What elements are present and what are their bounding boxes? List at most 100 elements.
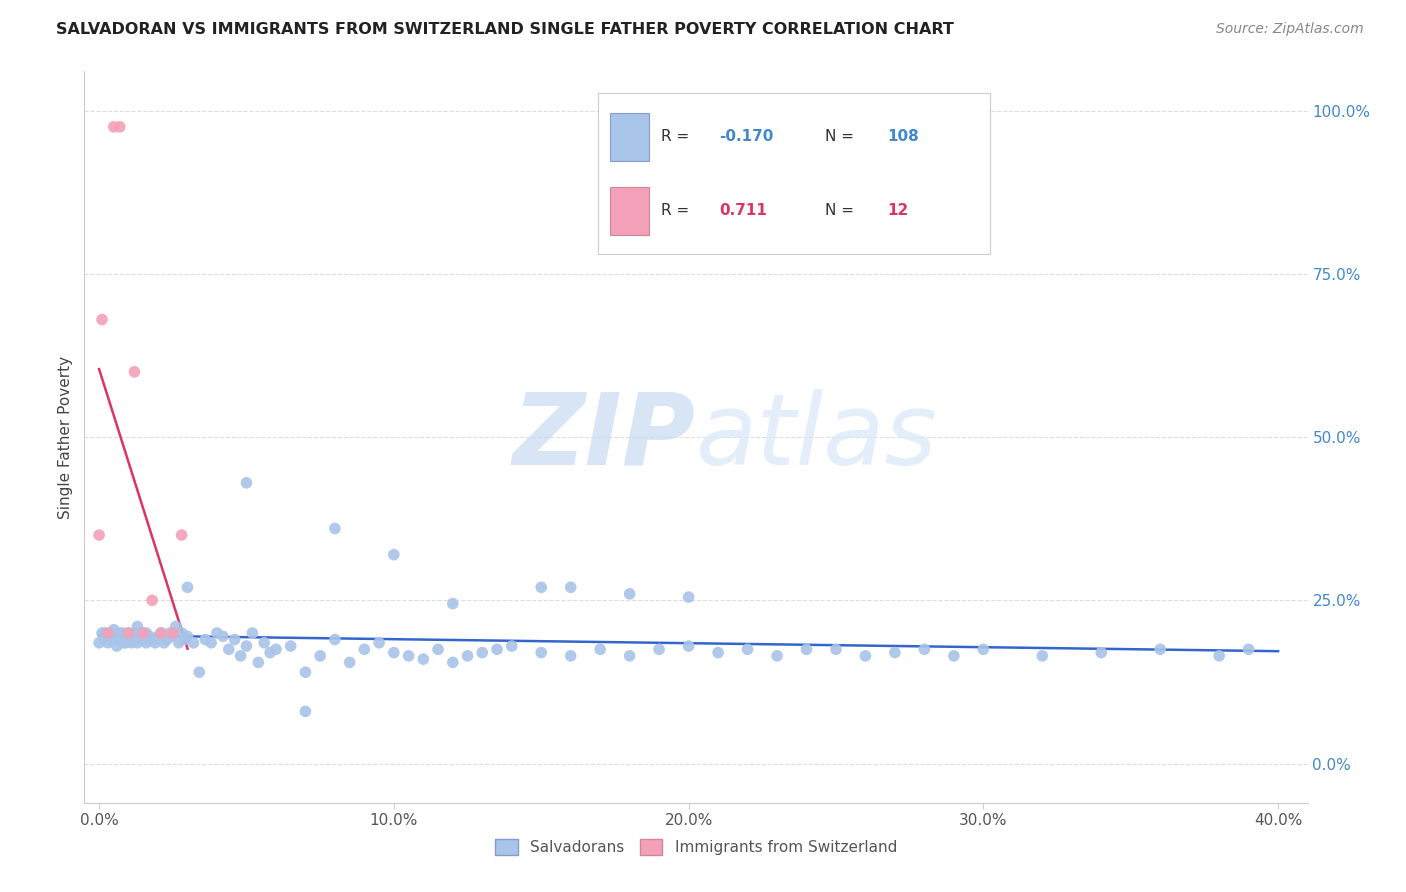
Point [884,646,907,660]
Point [678,639,700,653]
Point [501,639,523,653]
Point [141,632,163,647]
Point [737,642,759,657]
Point [132,626,155,640]
Point [135,626,157,640]
Point [471,646,494,660]
Point [100,632,122,647]
Point [235,475,257,490]
Point [412,652,434,666]
Point [111,626,134,640]
Text: SALVADORAN VS IMMIGRANTS FROM SWITZERLAND SINGLE FATHER POVERTY CORRELATION CHAR: SALVADORAN VS IMMIGRANTS FROM SWITZERLAN… [56,22,955,37]
Point [108,120,131,134]
Point [972,642,994,657]
Point [441,597,464,611]
Point [170,528,193,542]
Point [280,639,302,653]
Point [294,665,316,680]
Point [188,665,211,680]
Point [247,656,270,670]
Point [200,636,222,650]
Point [766,648,789,663]
Point [94,626,117,640]
Point [143,636,166,650]
Point [105,639,128,653]
Legend: Salvadorans, Immigrants from Switzerland: Salvadorans, Immigrants from Switzerland [489,833,903,861]
Point [224,632,246,647]
Point [259,646,281,660]
Point [212,629,235,643]
Point [530,580,553,594]
Point [146,629,169,643]
Text: atlas: atlas [696,389,938,485]
Point [156,632,179,647]
Point [141,593,163,607]
Point [441,656,464,670]
Text: ZIP: ZIP [513,389,696,485]
Point [485,642,508,657]
Point [97,636,120,650]
Point [382,548,405,562]
Point [240,626,263,640]
Point [91,312,114,326]
Point [150,626,173,640]
Point [339,656,361,670]
Point [97,626,120,640]
Point [619,587,641,601]
Point [124,626,146,640]
Point [183,636,205,650]
Point [323,632,346,647]
Point [530,646,553,660]
Point [170,626,193,640]
Point [457,648,479,663]
Point [100,626,122,640]
Point [323,521,346,535]
Point [94,632,117,647]
Point [235,639,257,653]
Point [162,626,184,640]
Text: Source: ZipAtlas.com: Source: ZipAtlas.com [1216,22,1364,37]
Point [398,648,420,663]
Point [253,636,276,650]
Point [117,626,139,640]
Point [153,636,176,650]
Point [114,636,136,650]
Point [121,636,143,650]
Point [91,626,114,640]
Point [103,120,125,134]
Point [124,365,146,379]
Point [218,642,240,657]
Point [111,636,134,650]
Point [132,626,155,640]
Point [129,629,152,643]
Point [589,642,612,657]
Point [103,629,125,643]
Point [108,626,131,640]
Point [912,642,935,657]
Point [132,632,155,647]
Point [114,629,136,643]
Point [117,626,139,640]
Point [707,646,730,660]
Point [124,632,146,647]
Point [382,646,405,660]
Point [648,642,671,657]
Point [117,632,139,647]
Point [105,629,128,643]
Point [127,636,149,650]
Point [560,648,582,663]
Point [619,648,641,663]
Point [205,626,228,640]
Point [194,632,217,647]
Point [97,629,120,643]
Point [825,642,848,657]
Point [368,636,391,650]
Point [1090,646,1112,660]
Point [150,626,173,640]
Point [129,626,152,640]
Point [162,629,184,643]
Point [942,648,965,663]
Point [167,636,190,650]
Point [121,629,143,643]
Point [427,642,450,657]
